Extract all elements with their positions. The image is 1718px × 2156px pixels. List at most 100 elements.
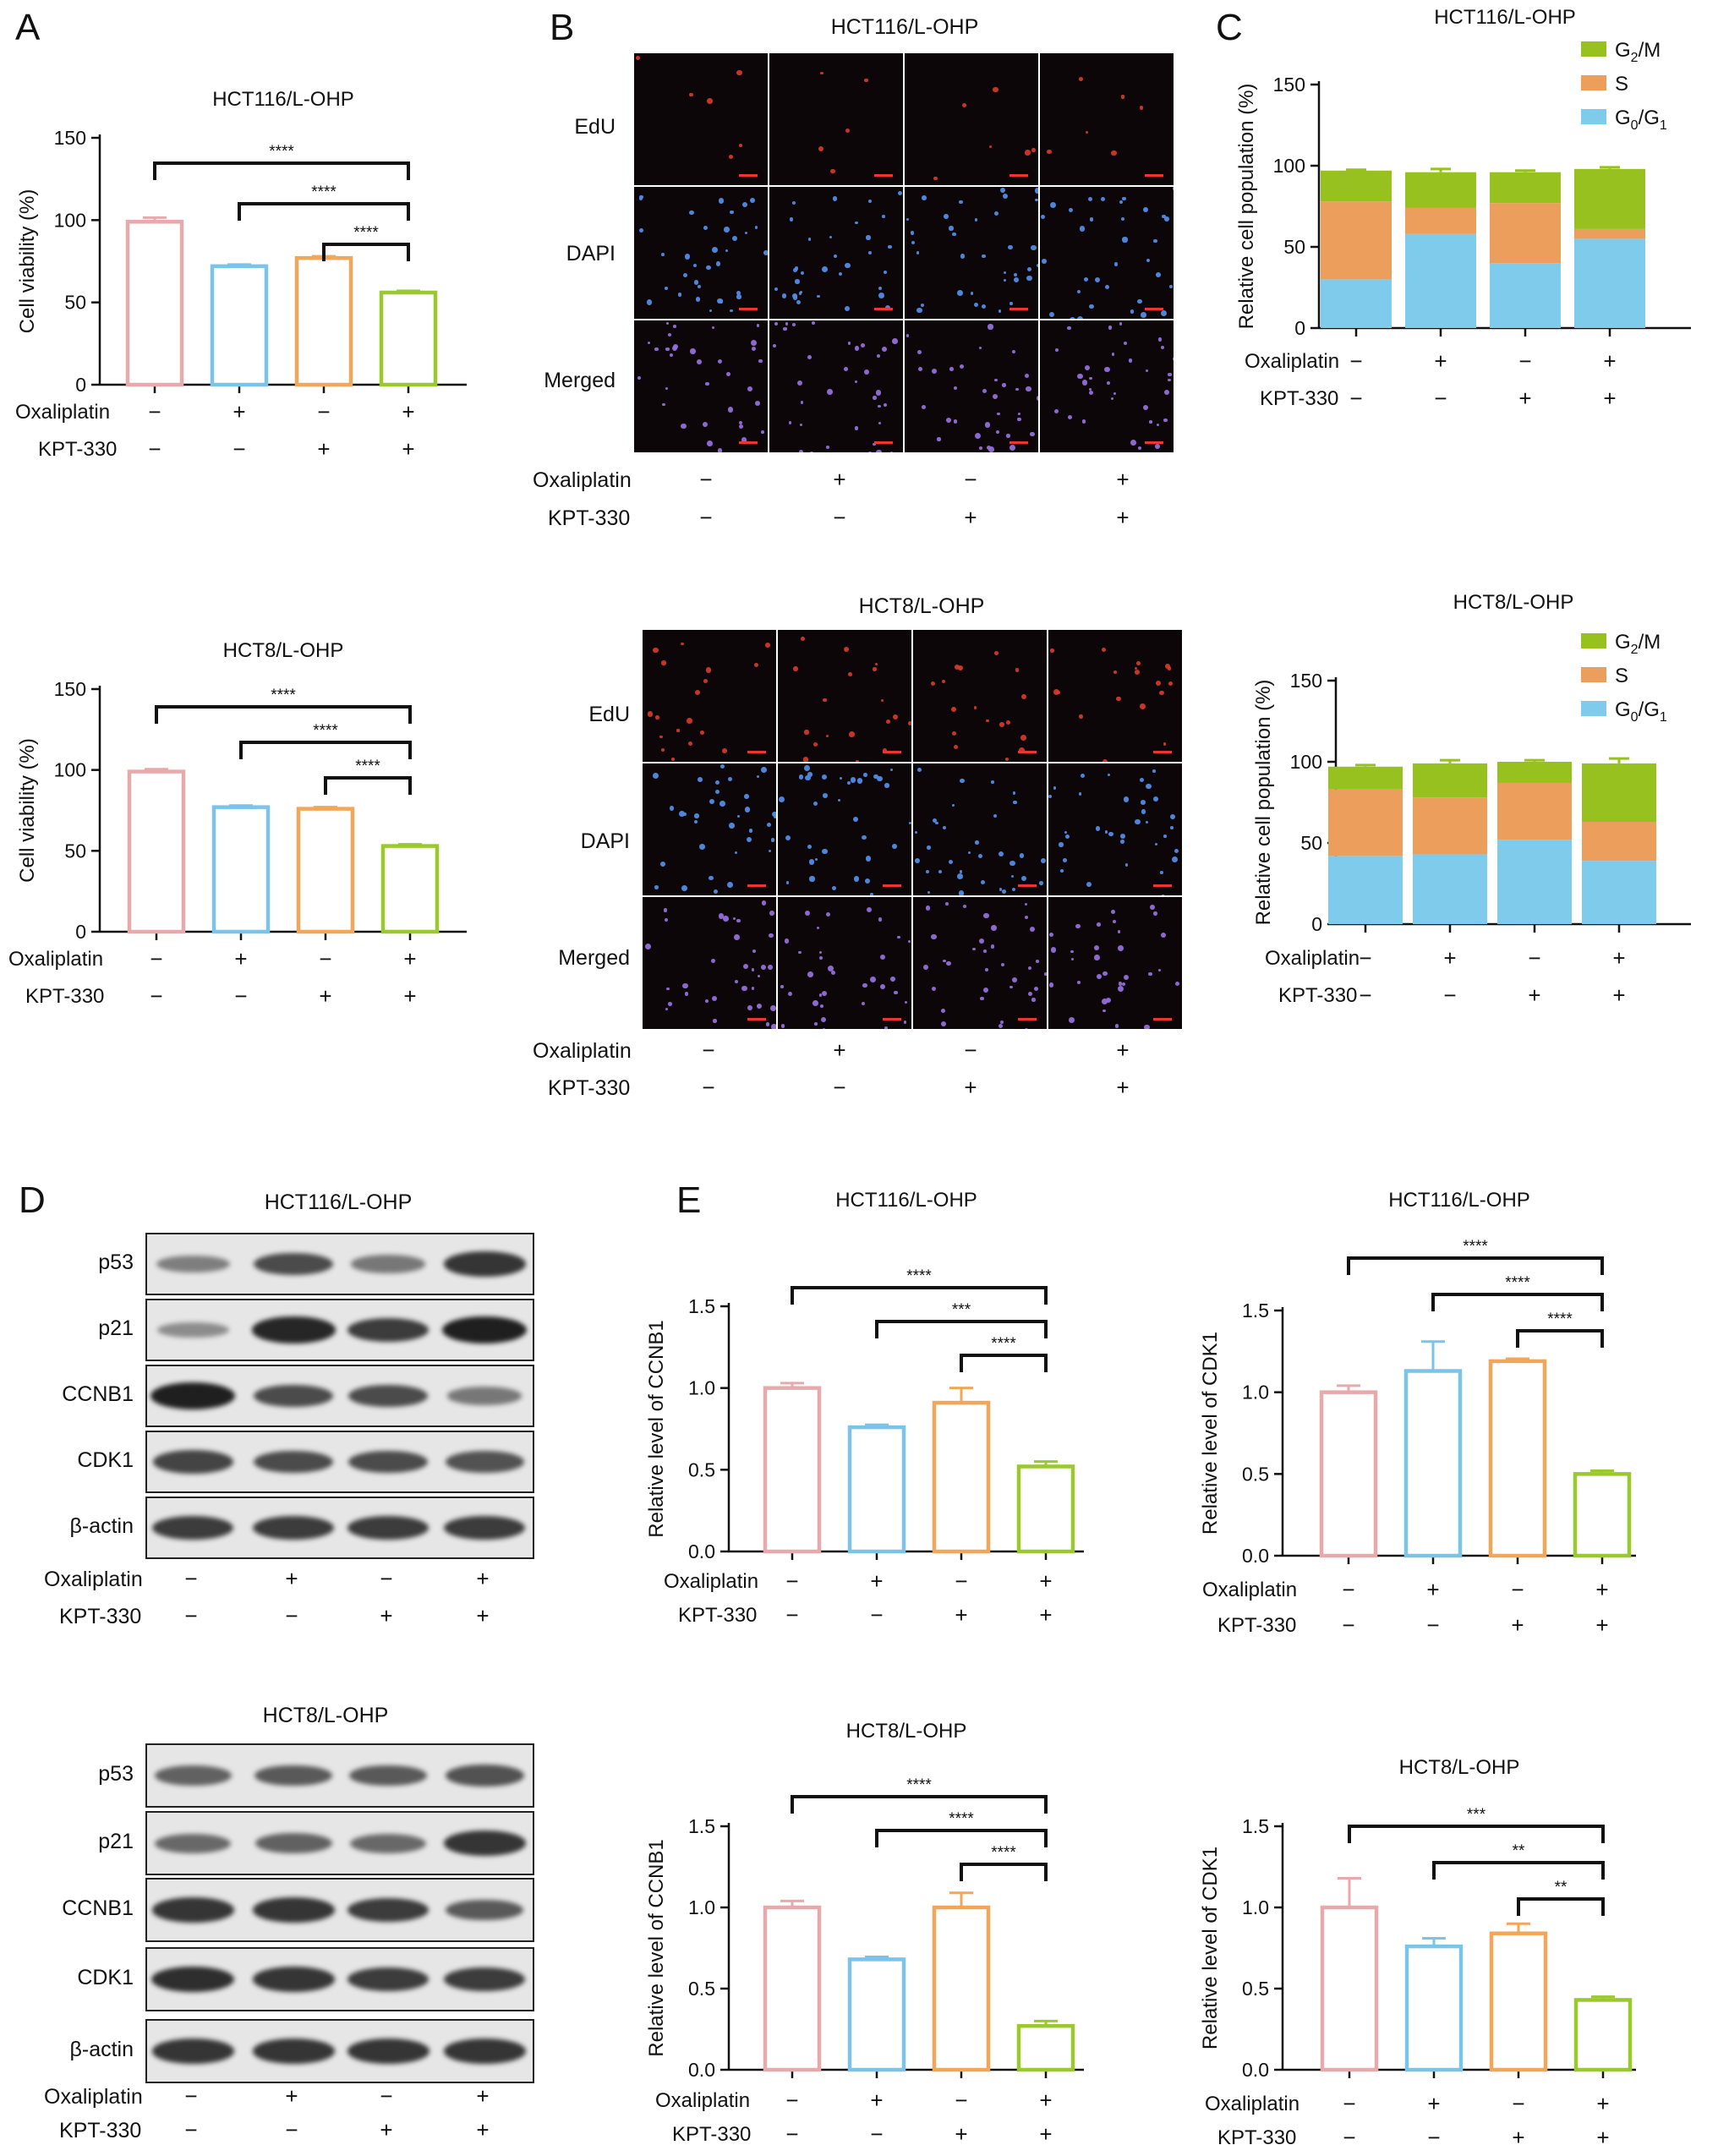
stacked-bar-segment [1582, 822, 1656, 862]
oxaliplatin-sign: + [1039, 1568, 1052, 1594]
micrograph-cell [1048, 897, 1182, 1029]
blot-row-label: p53 [98, 1250, 134, 1274]
kpt330-sign: + [1116, 1075, 1130, 1100]
micrograph-cell [1040, 53, 1174, 185]
micrograph-cell [778, 630, 911, 762]
oxaliplatin-sign: + [870, 2088, 883, 2113]
kpt330-sign: + [955, 2121, 967, 2147]
oxaliplatin-label: Oxaliplatin [1202, 1579, 1297, 1601]
kpt330-sign: + [1595, 1612, 1608, 1638]
significance-label: ** [1555, 1879, 1568, 1896]
kpt330-label: KPT-330 [678, 1604, 757, 1627]
kpt330-sign: − [1426, 1612, 1439, 1638]
blot-strip [145, 1299, 534, 1361]
kpt330-sign: − [285, 1603, 298, 1628]
kpt330-label: KPT-330 [1278, 984, 1357, 1007]
stacked-bar-segment [1490, 203, 1561, 264]
significance-label: **** [269, 143, 294, 161]
kpt330-sign: + [1511, 1612, 1524, 1638]
legend-swatch [1581, 75, 1606, 90]
oxaliplatin-sign: − [1518, 348, 1531, 374]
micrograph-cell [778, 763, 911, 895]
kpt330-sign: − [785, 2121, 798, 2147]
micrograph-cell [905, 53, 1038, 185]
kpt330-sign: + [319, 983, 331, 1009]
oxaliplatin-sign: − [1528, 945, 1540, 971]
micro-title: HCT8/L-OHP [858, 594, 985, 618]
micro-row-label: DAPI [580, 829, 630, 853]
chart-title: HCT116/L-OHP [1388, 1189, 1530, 1212]
stacked-bar-segment [1405, 233, 1476, 328]
bar [1573, 1472, 1632, 1558]
chart-title: HCT8/L-OHP [1453, 591, 1574, 614]
y-tick-label: 150 [54, 127, 86, 149]
stacked-bar-segment [1321, 279, 1392, 328]
kpt330-sign: + [1039, 1602, 1052, 1628]
kpt330-sign: + [964, 505, 977, 530]
stacked-bar-segment [1321, 170, 1392, 202]
kpt330-sign: − [1443, 982, 1456, 1008]
chart-title: HCT116/L-OHP [835, 1189, 977, 1212]
significance-bracket [155, 705, 412, 724]
kpt330-label: KPT-330 [1217, 1614, 1296, 1637]
kpt330-sign: − [699, 505, 713, 530]
y-tick-label: 100 [54, 759, 86, 781]
oxaliplatin-sign: + [1603, 348, 1616, 374]
oxaliplatin-sign: + [476, 1566, 490, 1591]
y-tick-label: 0.0 [688, 1540, 715, 1562]
significance-bracket [791, 1286, 1048, 1305]
stacked-bar-segment [1490, 172, 1561, 204]
y-tick-label: 1.5 [1242, 1300, 1269, 1322]
micrograph-cell [634, 187, 768, 319]
oxaliplatin-sign: − [702, 1037, 715, 1063]
kpt330-sign: − [184, 1603, 198, 1628]
kpt330-sign: − [1342, 1612, 1354, 1638]
micrograph-cell [778, 897, 911, 1029]
oxaliplatin-label: Oxaliplatin [8, 948, 103, 971]
kpt330-label: KPT-330 [1217, 2126, 1296, 2149]
stacked-bar-segment [1405, 172, 1476, 208]
y-tick-label: 0.0 [1242, 1545, 1269, 1567]
y-tick-label: 0 [1311, 913, 1322, 935]
legend-swatch [1581, 667, 1606, 682]
kpt330-sign: − [1427, 2125, 1440, 2150]
kpt330-sign: + [403, 983, 416, 1009]
stacked-bar-segment [1582, 861, 1656, 924]
oxaliplatin-label: Oxaliplatin [664, 1570, 758, 1593]
oxaliplatin-sign: + [833, 1037, 846, 1063]
kpt330-sign: − [150, 983, 162, 1009]
chart-title: HCT8/L-OHP [846, 1720, 967, 1743]
oxaliplatin-sign: + [1595, 1577, 1608, 1602]
blot-strip [145, 1878, 534, 1942]
bar [763, 1905, 822, 2072]
y-axis-label: Relative cell population (%) [1252, 680, 1275, 926]
y-axis-label: Cell viability (%) [16, 189, 39, 334]
y-tick-label: 1.0 [1242, 1382, 1269, 1404]
y-tick-label: 0.5 [1242, 1978, 1269, 2000]
blot-row-label: CDK1 [77, 1966, 134, 1989]
significance-label: **** [311, 183, 336, 201]
significance-label: ** [1513, 1842, 1525, 1860]
oxaliplatin-sign: − [964, 467, 977, 492]
y-tick-label: 1.0 [688, 1377, 715, 1399]
oxaliplatin-sign: − [785, 2088, 798, 2113]
stacked-bar-segment [1574, 238, 1645, 328]
significance-label: **** [991, 1335, 1016, 1353]
significance-bracket [875, 1829, 1048, 1847]
oxaliplatin-sign: + [1116, 467, 1130, 492]
significance-bracket [238, 202, 410, 221]
y-axis-label: Relative level of CCNB1 [645, 1320, 668, 1537]
kpt330-label: KPT-330 [548, 1076, 631, 1100]
oxaliplatin-sign: − [319, 946, 331, 971]
oxaliplatin-sign: − [964, 1037, 977, 1063]
significance-bracket [1516, 1329, 1604, 1348]
y-tick-label: 50 [64, 840, 86, 862]
kpt330-sign: − [833, 505, 846, 530]
oxaliplatin-sign: + [1596, 2091, 1609, 2116]
bar [932, 1400, 991, 1554]
stacked-bar-segment [1321, 201, 1392, 280]
panel-label-d: D [19, 1179, 46, 1221]
kpt330-sign: − [785, 1602, 798, 1628]
micrograph-cell [643, 763, 776, 895]
